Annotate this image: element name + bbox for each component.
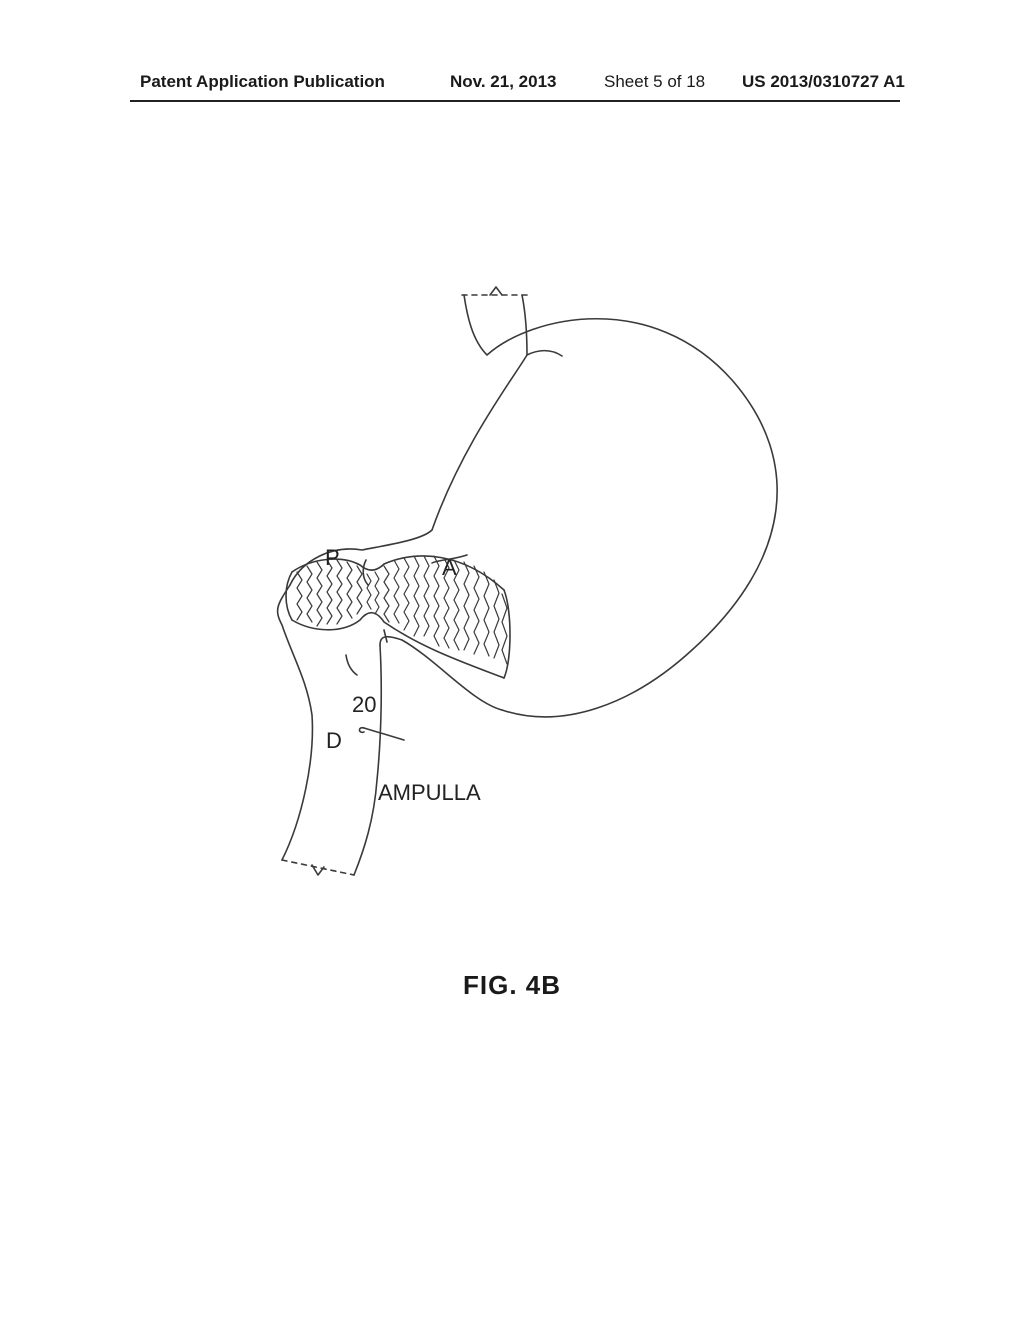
figure-svg	[132, 260, 892, 960]
header-pub-number: US 2013/0310727 A1	[742, 72, 905, 92]
page: Patent Application Publication Nov. 21, …	[0, 0, 1024, 1320]
figure-container: P A 20 D AMPULLA	[0, 260, 1024, 980]
label-a: A	[442, 555, 457, 581]
header-rule	[130, 100, 900, 102]
label-d: D	[326, 728, 342, 754]
header-publication-label: Patent Application Publication	[140, 72, 385, 92]
figure-caption: FIG. 4B	[0, 970, 1024, 1001]
label-20: 20	[352, 692, 376, 718]
page-header: Patent Application Publication Nov. 21, …	[0, 72, 1024, 102]
label-p: P	[325, 545, 340, 571]
label-ampulla: AMPULLA	[378, 780, 481, 806]
header-date: Nov. 21, 2013	[450, 72, 556, 92]
header-sheet: Sheet 5 of 18	[604, 72, 705, 92]
